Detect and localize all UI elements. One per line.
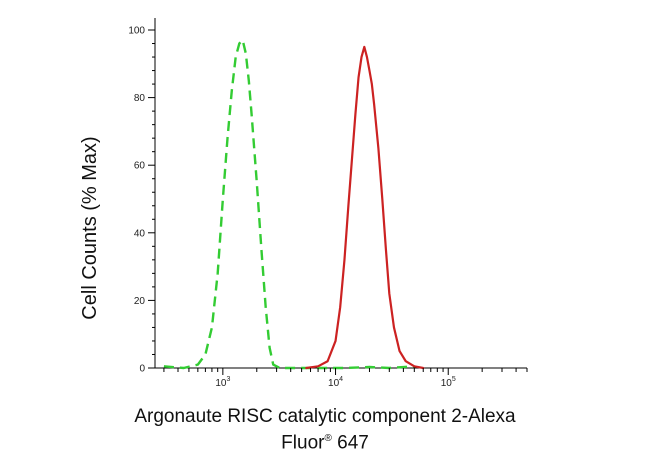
x-axis-title-line2: Fluor® 647 bbox=[0, 428, 650, 454]
y-axis-title: Cell Counts (% Max) bbox=[79, 136, 101, 319]
y-tick-label: 0 bbox=[139, 364, 145, 375]
x-tick-label: 105 bbox=[441, 376, 456, 389]
x-tick-label: 103 bbox=[215, 376, 230, 389]
y-tick-label: 100 bbox=[128, 26, 145, 37]
y-tick-label: 80 bbox=[134, 93, 146, 104]
series-line-control bbox=[163, 38, 415, 370]
registered-mark: ® bbox=[324, 433, 332, 444]
y-tick-label: 20 bbox=[134, 296, 146, 307]
series-layer bbox=[163, 38, 425, 370]
series-line-sample bbox=[305, 45, 425, 370]
histogram-chart: 0 20 40 60 80 100 103 104 105 Cell Counts (% Max… bbox=[79, 18, 528, 389]
y-tick-label: 60 bbox=[134, 161, 146, 172]
x-axis-title: Argonaute RISC catalytic component 2-Ale… bbox=[0, 406, 650, 454]
y-tick-label: 40 bbox=[134, 228, 146, 239]
x-axis-title-line1: Argonaute RISC catalytic component 2-Ale… bbox=[134, 406, 516, 427]
x-tick-label: 104 bbox=[328, 376, 343, 389]
ticks-layer: 0 20 40 60 80 100 103 104 105 bbox=[128, 26, 528, 389]
x-axis-title-number: 647 bbox=[337, 432, 369, 454]
plot-area bbox=[154, 18, 527, 369]
x-axis-title-fluor: Fluor bbox=[281, 432, 325, 454]
